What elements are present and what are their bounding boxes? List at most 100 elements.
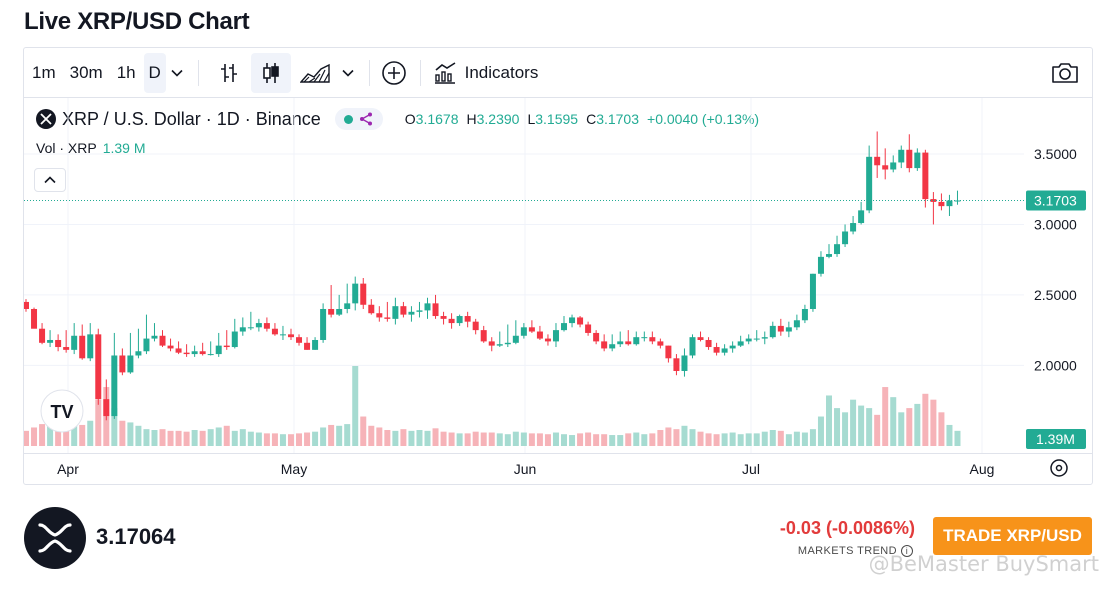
trade-button[interactable]: TRADE XRP/USD [933, 517, 1092, 555]
volume-bar [785, 434, 792, 446]
xrp-logo-icon [24, 507, 86, 569]
snapshot-button[interactable] [1050, 58, 1080, 88]
candle-body [721, 348, 728, 353]
volume-bar [199, 430, 206, 446]
candle-body [287, 334, 294, 338]
interval-dropdown[interactable] [166, 53, 188, 93]
settings-icon [1055, 464, 1063, 472]
candle-body [874, 156, 881, 166]
candle-body [520, 327, 527, 336]
chart-type-dropdown[interactable] [337, 53, 359, 93]
candle-body [713, 347, 720, 353]
candle-body [352, 283, 359, 304]
area-chart-button[interactable] [295, 53, 335, 93]
x-tick-label: Jul [742, 461, 760, 477]
volume-bar [416, 430, 423, 446]
candle-body [681, 355, 688, 371]
volume-bar [63, 427, 70, 446]
compare-button[interactable] [374, 53, 414, 93]
indicators-button[interactable]: Indicators [427, 61, 545, 85]
candle-body [263, 323, 270, 329]
volume-bar [496, 433, 503, 446]
last-price-tag [1026, 190, 1086, 211]
candle-body [552, 330, 559, 342]
candle-body [826, 254, 832, 257]
volume-bar [55, 429, 62, 446]
volume-bar [151, 430, 158, 446]
volume-bar [601, 434, 608, 446]
bar-chart-button[interactable] [209, 53, 249, 93]
ohlc-values: O3.1678 H3.2390 L3.1595 C3.1703 +0.0040 … [405, 111, 759, 127]
candle-body [191, 351, 198, 355]
volume-bar [336, 425, 343, 446]
volume-bar [737, 434, 744, 446]
x-tick-label: May [281, 461, 307, 477]
info-icon[interactable]: i [901, 545, 913, 557]
volume-bar [561, 434, 568, 446]
volume-bar [440, 431, 447, 446]
volume-bar [352, 366, 359, 446]
candle-body [376, 313, 383, 318]
candle-body [536, 331, 543, 339]
candle-body [159, 335, 166, 346]
volume-bar [384, 430, 391, 446]
candlestick-button[interactable] [250, 52, 291, 93]
volume-bar [657, 430, 664, 446]
xrp-logo-icon [36, 109, 56, 129]
symbol-title[interactable]: XRP / U.S. Dollar · 1D · Binance [62, 108, 321, 129]
candle-body [279, 334, 286, 336]
candle-body [119, 355, 126, 373]
collapse-legend-button[interactable] [34, 168, 66, 192]
area-chart-icon [299, 63, 330, 83]
candle-body [850, 223, 857, 232]
candle-body [392, 306, 399, 319]
markets-trend: MARKETS TREND i [798, 545, 913, 557]
volume-label: Vol · XRP [36, 140, 97, 156]
volume-bar [287, 434, 294, 446]
candle-body [673, 358, 680, 371]
volume-bar [512, 431, 519, 446]
candle-body [440, 316, 447, 319]
candle-body [561, 323, 568, 331]
volume-bar [520, 432, 527, 446]
volume-bar [617, 435, 624, 446]
volume-bar [448, 432, 455, 446]
candle-body [745, 338, 752, 342]
volume-bar [135, 425, 142, 446]
candle-body [858, 210, 865, 224]
candle-body [24, 301, 29, 309]
volume-bar [938, 412, 945, 446]
interval-1h-button[interactable]: 1h [116, 62, 136, 82]
interval-30m-button[interactable]: 30m [69, 62, 103, 82]
volume-bar [850, 399, 857, 446]
volume-bar [263, 433, 270, 446]
candle-body [472, 321, 479, 331]
candlestick-chart[interactable]: 3.5000 3.0000 2.5000 2.0000 3.1703 1.39M Apr Ma… [24, 98, 1092, 484]
share-icon [360, 112, 373, 126]
volume-bar [239, 429, 246, 446]
interval-1m-button[interactable]: 1m [32, 62, 56, 82]
volume-bar [898, 412, 905, 446]
volume-bar [167, 430, 174, 446]
market-status-pill[interactable] [334, 108, 383, 130]
interval-d-button[interactable]: D [143, 52, 166, 93]
ohlc-open-value: 3.1678 [415, 111, 459, 127]
volume-bar [304, 432, 311, 446]
candle-body [938, 201, 945, 207]
candle-body [842, 231, 849, 245]
volume-bar [320, 427, 327, 446]
volume-bar [817, 416, 824, 446]
volume-bar [569, 435, 576, 446]
chevron-up-icon [44, 176, 56, 184]
candle-body [512, 335, 519, 343]
candle-body [464, 316, 471, 322]
candle-body [777, 325, 784, 332]
candle-body [817, 256, 824, 274]
candle-body [328, 308, 335, 315]
volume-bar [809, 429, 816, 446]
volume-bar [641, 434, 648, 446]
candle-body [914, 152, 921, 169]
volume-bar [946, 424, 953, 446]
volume-bar [842, 412, 849, 446]
candle-body [223, 345, 230, 348]
